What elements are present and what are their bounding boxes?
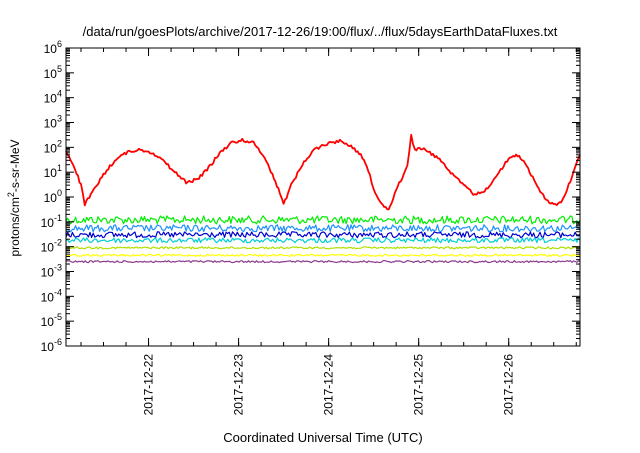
x-tick-label: 2017-12-24 — [322, 354, 336, 416]
y-tick-exponent: 5 — [57, 64, 62, 74]
y-tick-exponent: 1 — [57, 163, 62, 173]
y-tick-exponent: 3 — [57, 114, 62, 124]
y-tick-base: 10 — [44, 141, 58, 155]
y-tick-label: 10-5 — [41, 312, 62, 329]
y-tick-label: 101 — [44, 163, 62, 180]
y-tick-label: 103 — [44, 114, 62, 131]
x-tick-label: 2017-12-25 — [412, 354, 426, 416]
y-tick-exponent: 4 — [57, 89, 62, 99]
series-line — [65, 260, 581, 264]
y-tick-base: 10 — [41, 266, 55, 280]
series-line — [65, 246, 581, 250]
y-tick-label: 10-1 — [41, 213, 62, 230]
x-tick-label: 2017-12-23 — [232, 354, 246, 416]
x-tick-label: 2017-12-26 — [502, 354, 516, 416]
series-line — [65, 237, 581, 244]
y-axis-label: protons/cm2-s-sr-MeV — [6, 139, 22, 256]
series-line — [65, 215, 581, 225]
y-tick-label: 10-6 — [41, 337, 62, 354]
y-tick-base: 10 — [41, 241, 55, 255]
y-tick-base: 10 — [41, 216, 55, 230]
series-layer — [65, 133, 581, 264]
y-tick-base: 10 — [41, 315, 55, 329]
y-tick-base: 10 — [44, 92, 58, 106]
series-line — [66, 253, 581, 257]
plot-frame — [65, 47, 581, 347]
y-tick-exponent: -2 — [54, 238, 62, 248]
y-tick-exponent: -6 — [54, 337, 62, 347]
y-tick-label: 104 — [44, 89, 62, 106]
series-line — [65, 224, 581, 233]
y-label-superscript: 2 — [6, 192, 16, 197]
y-label-suffix: -s-sr-MeV — [8, 139, 22, 192]
y-tick-exponent: 2 — [57, 138, 62, 148]
y-tick-label: 106 — [44, 39, 62, 56]
y-tick-base: 10 — [44, 67, 58, 81]
y-tick-exponent: -4 — [54, 287, 62, 297]
y-tick-base: 10 — [44, 117, 58, 131]
series-line — [65, 231, 581, 239]
y-tick-label: 100 — [44, 188, 62, 205]
y-tick-label: 10-2 — [41, 238, 62, 255]
y-tick-exponent: -1 — [54, 213, 62, 223]
y-tick-exponent: 0 — [57, 188, 62, 198]
y-tick-base: 10 — [44, 191, 58, 205]
y-tick-label: 105 — [44, 64, 62, 81]
x-axis-ticks: 2017-12-22 2017-12-23 2017-12-24 2017-12-25… — [80, 48, 577, 416]
x-axis-label: Coordinated Universal Time (UTC) — [223, 430, 422, 445]
y-label-prefix: protons/cm — [8, 197, 22, 256]
y-tick-base: 10 — [41, 340, 55, 354]
y-axis-ticks: 10-610-510-410-310-210-11001011021031041… — [41, 39, 580, 354]
y-tick-exponent: -5 — [54, 312, 62, 322]
y-tick-exponent: 6 — [57, 39, 62, 49]
chart-title: /data/run/goesPlots/archive/2017-12-26/1… — [83, 24, 558, 39]
y-tick-base: 10 — [44, 166, 58, 180]
series-line — [65, 133, 581, 211]
y-tick-exponent: -3 — [54, 263, 62, 273]
y-tick-base: 10 — [41, 290, 55, 304]
x-tick-label: 2017-12-22 — [142, 354, 156, 416]
y-tick-label: 10-3 — [41, 263, 62, 280]
y-tick-base: 10 — [44, 42, 58, 56]
y-tick-label: 102 — [44, 138, 62, 155]
y-tick-label: 10-4 — [41, 287, 62, 304]
